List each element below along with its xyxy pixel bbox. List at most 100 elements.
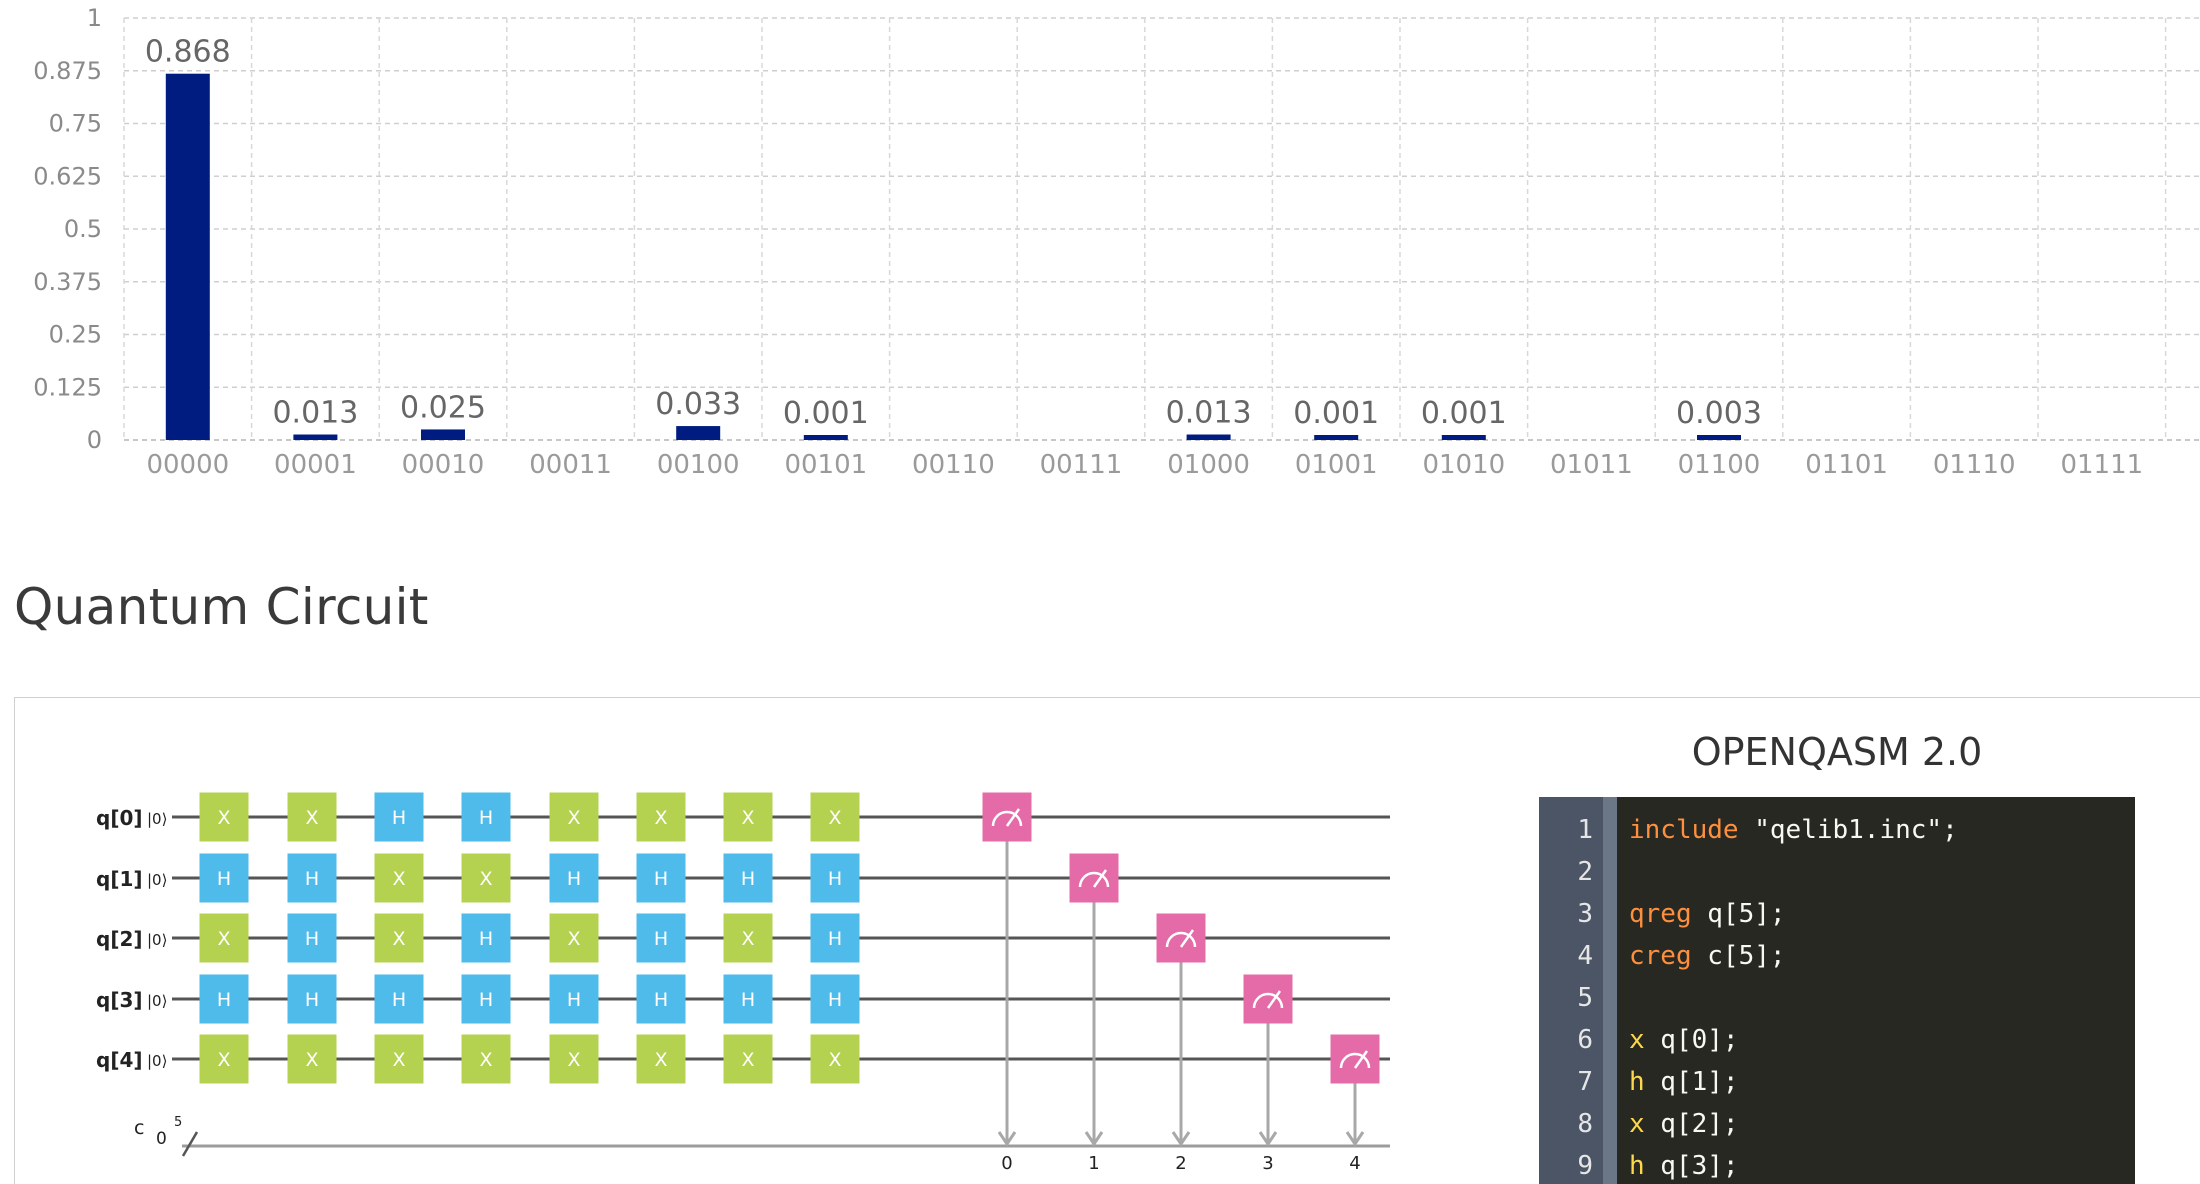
gate-x[interactable]: [199, 1034, 249, 1084]
bar-value-label: 0.013: [272, 396, 358, 431]
gate-x[interactable]: [199, 913, 249, 963]
line-number-gutter: 1 2 3 4 5 6 7 8 9: [1539, 797, 1603, 1184]
gate-x[interactable]: [723, 913, 773, 963]
measure-gate[interactable]: [1156, 913, 1206, 963]
gate-h[interactable]: [549, 853, 599, 903]
code-line[interactable]: x q[2];: [1629, 1103, 2135, 1145]
code-line[interactable]: qreg q[5];: [1629, 893, 2135, 935]
bar-01010[interactable]: [1441, 435, 1486, 440]
gate-h[interactable]: [374, 974, 424, 1024]
ket-label: |0⟩: [147, 1052, 167, 1070]
line-number: 5: [1577, 983, 1593, 1013]
code-text: q[0];: [1644, 1025, 1739, 1055]
gate-h[interactable]: [723, 853, 773, 903]
gate-h[interactable]: [810, 913, 860, 963]
bar-00100[interactable]: [676, 426, 721, 440]
code-line[interactable]: [1629, 977, 2135, 1019]
code-keyword: include: [1629, 815, 1739, 845]
bar-00000[interactable]: [165, 73, 210, 440]
gate-x[interactable]: [374, 913, 424, 963]
gate-h[interactable]: [810, 853, 860, 903]
measure-gate[interactable]: [982, 792, 1032, 842]
code-line[interactable]: creg c[5];: [1629, 935, 2135, 977]
qasm-editor[interactable]: 1 2 3 4 5 6 7 8 9 include "qelib1.inc"; qreg q[5…: [1539, 797, 2135, 1184]
gate-h[interactable]: [636, 853, 686, 903]
meter-icon: [1078, 871, 1110, 888]
bar-00001[interactable]: [293, 434, 338, 440]
gate-x[interactable]: [723, 792, 773, 842]
line-number: 4: [1577, 941, 1593, 971]
gate-x[interactable]: [549, 792, 599, 842]
measure-gate[interactable]: [1330, 1034, 1380, 1084]
gate-x[interactable]: [636, 792, 686, 842]
gate-h[interactable]: [636, 974, 686, 1024]
gate-h[interactable]: [287, 974, 337, 1024]
gate-x[interactable]: [549, 913, 599, 963]
gate-x[interactable]: [461, 1034, 511, 1084]
gate-h[interactable]: [461, 974, 511, 1024]
gate-h[interactable]: [287, 853, 337, 903]
gate-h[interactable]: [199, 853, 249, 903]
bar-01000[interactable]: [1186, 434, 1231, 440]
measure-gate[interactable]: [1069, 853, 1119, 903]
y-tick-label: 0.75: [49, 110, 102, 138]
bar-value-label: 0.025: [400, 390, 486, 425]
code-line[interactable]: h q[3];: [1629, 1145, 2135, 1184]
meter-icon: [1165, 931, 1197, 948]
gate-h[interactable]: [461, 792, 511, 842]
code-line[interactable]: [1629, 851, 2135, 893]
gate-label: X: [828, 807, 841, 829]
gate-label: X: [479, 1049, 492, 1071]
gate-label: X: [392, 1049, 405, 1071]
gate-x[interactable]: [287, 792, 337, 842]
gate-h[interactable]: [636, 913, 686, 963]
bar-00010[interactable]: [421, 429, 465, 440]
code-line[interactable]: include "qelib1.inc";: [1629, 809, 2135, 851]
classical-slash: [181, 1131, 199, 1157]
gate-x[interactable]: [287, 1034, 337, 1084]
gate-x[interactable]: [549, 1034, 599, 1084]
line-number: 8: [1577, 1109, 1593, 1139]
gate-label: X: [567, 928, 580, 950]
code-line[interactable]: h q[1];: [1629, 1061, 2135, 1103]
x-tick-label: 01010: [1422, 450, 1505, 480]
gate-label: X: [392, 928, 405, 950]
histogram-chart: 0 0.125 0.25 0.375 0.5 0.625 0.75 0.875 1 0.868 00…: [33, 4, 2200, 480]
measure-target-label: 1: [1088, 1153, 1099, 1174]
gate-x[interactable]: [810, 1034, 860, 1084]
gate-x[interactable]: [374, 1034, 424, 1084]
y-tick-label: 0.125: [33, 373, 102, 401]
gate-h[interactable]: [199, 974, 249, 1024]
gate-h[interactable]: [810, 974, 860, 1024]
gate-h[interactable]: [287, 913, 337, 963]
gate-h[interactable]: [374, 792, 424, 842]
gate-x[interactable]: [723, 1034, 773, 1084]
bar-01100[interactable]: [1697, 435, 1741, 440]
code-line[interactable]: x q[0];: [1629, 1019, 2135, 1061]
gate-x[interactable]: [374, 853, 424, 903]
gate-h[interactable]: [723, 974, 773, 1024]
code-keyword: qreg: [1629, 899, 1692, 929]
editor-title: OPENQASM 2.0: [1691, 730, 1983, 774]
code-keyword: h: [1629, 1067, 1645, 1097]
code-text: q[2];: [1644, 1109, 1739, 1139]
gate-x[interactable]: [810, 792, 860, 842]
gate-x[interactable]: [199, 792, 249, 842]
x-tick-label: 01110: [1933, 450, 2016, 480]
measure-target-label: 4: [1349, 1153, 1360, 1174]
bar-00101[interactable]: [803, 435, 848, 440]
gate-h[interactable]: [549, 974, 599, 1024]
section-title: Quantum Circuit: [14, 578, 429, 636]
gate-x[interactable]: [461, 853, 511, 903]
measure-gate[interactable]: [1243, 974, 1293, 1024]
ket-label: |0⟩: [147, 871, 167, 889]
code-area[interactable]: include "qelib1.inc"; qreg q[5]; creg c[5…: [1617, 797, 2135, 1184]
x-tick-label: 01101: [1805, 450, 1888, 480]
bar-01001[interactable]: [1314, 435, 1359, 440]
circuit-diagram[interactable]: q[0] |0⟩q[1] |0⟩q[2] |0⟩q[3] |0⟩q[4] |0⟩c 05X X…: [0, 697, 1530, 1184]
measure-arrow: [997, 1131, 1017, 1147]
gate-h[interactable]: [461, 913, 511, 963]
gate-label: X: [828, 1049, 841, 1071]
line-number: 2: [1577, 857, 1593, 887]
gate-x[interactable]: [636, 1034, 686, 1084]
